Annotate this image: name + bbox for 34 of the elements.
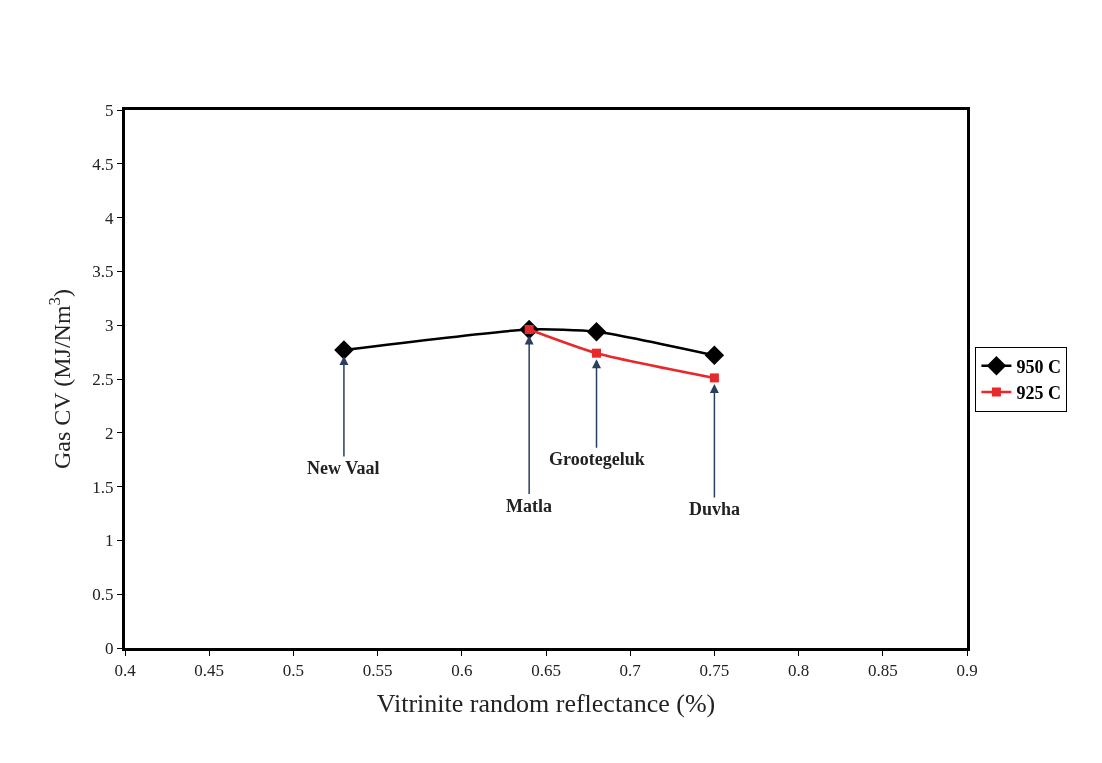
y-tick-label: 4 [105, 208, 115, 228]
legend-label: 950 C [1016, 356, 1061, 377]
annotation: New Vaal [307, 458, 380, 478]
annotation: Duvha [689, 499, 741, 519]
x-tick-label: 0.4 [114, 661, 137, 681]
x-tick-label: 0.5 [282, 661, 305, 681]
y-tick-label: 3 [105, 316, 114, 336]
point [592, 348, 602, 358]
y-tick-label: 1 [105, 531, 114, 551]
x-tick-label: 0.75 [699, 661, 730, 681]
x-tick-label: 0.6 [451, 661, 473, 681]
x-tick-label: 0.7 [619, 661, 642, 681]
point [704, 345, 725, 366]
x-tick-label: 0.9 [956, 661, 978, 681]
y-tick-label: 2.5 [92, 369, 114, 389]
point [709, 373, 719, 383]
y-tick-label: 5 [105, 100, 114, 120]
y-tick-label: 0 [105, 638, 114, 658]
point [334, 340, 354, 360]
annotation: Grootegeluk [549, 449, 645, 469]
y-tick-label: 3.5 [92, 262, 114, 282]
x-tick-label: 0.65 [531, 661, 561, 681]
x-tick-label: 0.8 [787, 661, 810, 681]
x-tick-label: 0.55 [362, 661, 393, 681]
legend-label: 925 C [1016, 383, 1061, 404]
y-tick-label: 0.5 [92, 585, 114, 605]
annotation: Matla [506, 496, 552, 516]
y-tick-label: 4.5 [92, 154, 114, 174]
y-tick-label: 2 [105, 423, 114, 443]
x-tick-label: 0.85 [867, 661, 898, 681]
y-tick-label: 1.5 [92, 477, 114, 497]
x-axis-title: Vitrinite random reflectance (%) [376, 689, 716, 719]
x-tick-label: 0.45 [194, 661, 225, 681]
point [586, 321, 607, 342]
